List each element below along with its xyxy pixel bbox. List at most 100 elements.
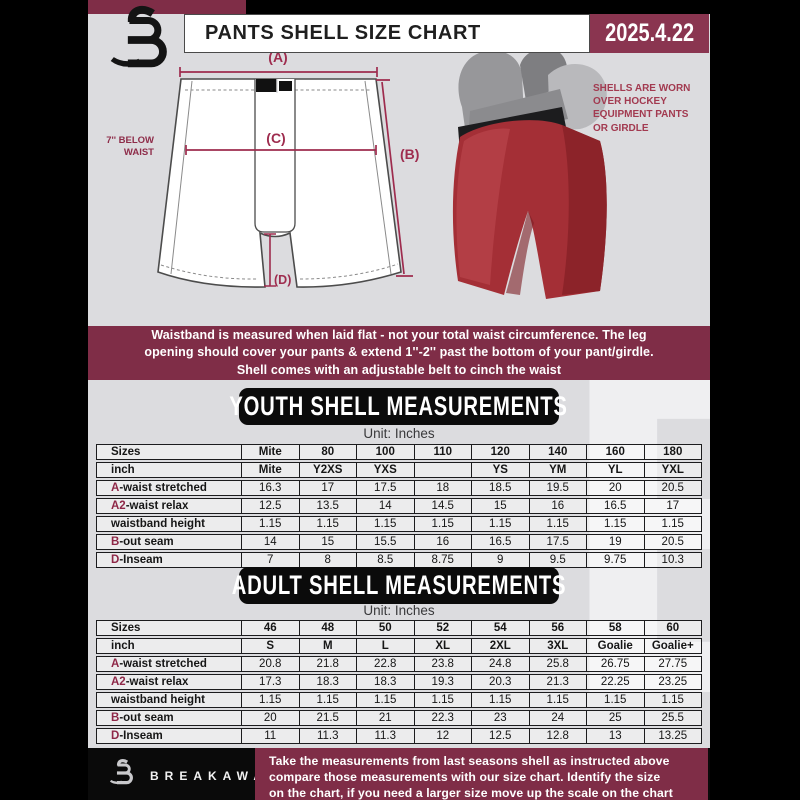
size-cell: 20.5 <box>644 480 702 496</box>
info-banner: Waistband is measured when laid flat - n… <box>88 326 710 380</box>
info-banner-text: Waistband is measured when laid flat - n… <box>144 328 654 377</box>
size-cell: 1.15 <box>644 692 702 708</box>
row-label-accent: D <box>111 730 120 742</box>
size-cell: L <box>357 638 415 654</box>
measure-c-label: (C) <box>266 130 285 146</box>
size-cell: Mite <box>242 462 300 478</box>
size-cell: 14 <box>242 534 300 550</box>
row-label: A2-waist relax <box>96 674 242 690</box>
size-cell: 13.5 <box>299 498 357 514</box>
size-cell: 8 <box>299 552 357 568</box>
size-cell: 56 <box>529 620 587 636</box>
measure-d-label: (D) <box>274 273 291 287</box>
size-cell: 23.25 <box>644 674 702 690</box>
table-row: D-Inseam 7 8 8.5 8.75 9 9.5 9.75 10.3 <box>96 552 702 568</box>
size-cell: 12.8 <box>529 728 587 744</box>
table-row: waistband height 1.15 1.15 1.15 1.15 1.15 1.15… <box>96 516 702 532</box>
size-cell: 7 <box>242 552 300 568</box>
size-cell: 1.15 <box>299 692 357 708</box>
size-cell: 17 <box>299 480 357 496</box>
size-cell: 17.3 <box>242 674 300 690</box>
row-label-accent: D <box>111 554 120 566</box>
size-cell: 19.5 <box>529 480 587 496</box>
adult-banner-text: ADULT SHELL MEASUREMENTS <box>231 570 567 600</box>
row-label: inch <box>96 462 242 478</box>
footer-brand: BREAKAWAY <box>108 758 281 793</box>
footer: BREAKAWAY Take the measurements from las… <box>88 748 710 800</box>
breakaway-logo-icon <box>106 4 184 81</box>
size-cell: 21.8 <box>299 656 357 672</box>
row-label-accent: A2 <box>111 676 126 688</box>
size-cell: 2XL <box>472 638 530 654</box>
size-cell: 16.5 <box>472 534 530 550</box>
title-bar: PANTS SHELL SIZE CHART <box>184 14 590 53</box>
table-row: inch S M L XL 2XL 3XL Goalie Goalie+ <box>96 638 702 654</box>
size-cell: 1.15 <box>587 516 645 532</box>
size-cell: 19.3 <box>414 674 472 690</box>
table-row: inch Mite Y2XS YXS YS YM YL YXL <box>96 462 702 478</box>
top-maroon-strip <box>88 0 246 14</box>
size-cell: 120 <box>472 444 530 460</box>
row-label: Sizes <box>96 444 242 460</box>
size-cell: 1.15 <box>357 692 415 708</box>
size-cell: 20.5 <box>644 534 702 550</box>
size-cell: 50 <box>357 620 415 636</box>
size-cell: 11 <box>242 728 300 744</box>
size-cell: 52 <box>414 620 472 636</box>
row-label-accent: B <box>111 712 120 724</box>
row-label: waistband height <box>96 692 242 708</box>
size-cell: 24 <box>529 710 587 726</box>
size-cell: 140 <box>529 444 587 460</box>
size-cell: 16.3 <box>242 480 300 496</box>
size-cell: 8.75 <box>414 552 472 568</box>
table-row: Sizes 46 48 50 52 54 56 58 60 <box>96 620 702 636</box>
size-cell: YL <box>587 462 645 478</box>
size-cell: 11.3 <box>357 728 415 744</box>
size-cell: 1.15 <box>242 692 300 708</box>
page-body: B PANTS SHELL SIZE CHART 2025.4.22 <box>88 0 710 800</box>
size-cell: 8.5 <box>357 552 415 568</box>
size-cell: 13.25 <box>644 728 702 744</box>
size-cell <box>414 462 472 478</box>
table-row: D-Inseam 11 11.3 11.3 12 12.5 12.8 13 13.25 <box>96 728 702 744</box>
size-cell: 11.3 <box>299 728 357 744</box>
size-cell: 13 <box>587 728 645 744</box>
youth-size-table: Sizes Mite 80 100 110 120 140 160 180 inch Mite Y2X… <box>96 442 702 570</box>
size-cell: 18.5 <box>472 480 530 496</box>
top-black-bar <box>88 0 710 14</box>
size-cell: 14.5 <box>414 498 472 514</box>
size-cell: 21.5 <box>299 710 357 726</box>
adult-size-table: Sizes 46 48 50 52 54 56 58 60 inch S M L XL 2XL 3XL Goal… <box>96 618 702 746</box>
waist-note: 7'' BELOW <box>106 135 154 146</box>
size-cell: Mite <box>242 444 300 460</box>
size-cell: XL <box>414 638 472 654</box>
table-row: A-waist stretched 16.3 17 17.5 18 18.5 19.5 20 2… <box>96 480 702 496</box>
breakaway-footer-logo-icon <box>108 758 140 793</box>
table-row: A2-waist relax 17.3 18.3 18.3 19.3 20.3 21.3 22… <box>96 674 702 690</box>
size-cell: 1.15 <box>299 516 357 532</box>
row-label-accent: A <box>111 482 120 494</box>
size-cell: 1.15 <box>414 516 472 532</box>
size-cell: 1.15 <box>472 516 530 532</box>
size-cell: 16 <box>414 534 472 550</box>
size-cell: 9.5 <box>529 552 587 568</box>
size-cell: 20 <box>242 710 300 726</box>
size-cell: 14 <box>357 498 415 514</box>
size-cell: 15 <box>299 534 357 550</box>
size-cell: 160 <box>587 444 645 460</box>
size-cell: 110 <box>414 444 472 460</box>
row-label: D-Inseam <box>96 552 242 568</box>
size-cell: 58 <box>587 620 645 636</box>
size-cell: 16.5 <box>587 498 645 514</box>
row-label: B-out seam <box>96 534 242 550</box>
size-cell: 21.3 <box>529 674 587 690</box>
size-cell: 25.5 <box>644 710 702 726</box>
row-label: D-Inseam <box>96 728 242 744</box>
size-cell: YM <box>529 462 587 478</box>
table-row: B-out seam 14 15 15.5 16 16.5 17.5 19 20.5 <box>96 534 702 550</box>
row-label: B-out seam <box>96 710 242 726</box>
size-cell: 27.75 <box>644 656 702 672</box>
size-cell: 25 <box>587 710 645 726</box>
size-cell: 18.3 <box>357 674 415 690</box>
